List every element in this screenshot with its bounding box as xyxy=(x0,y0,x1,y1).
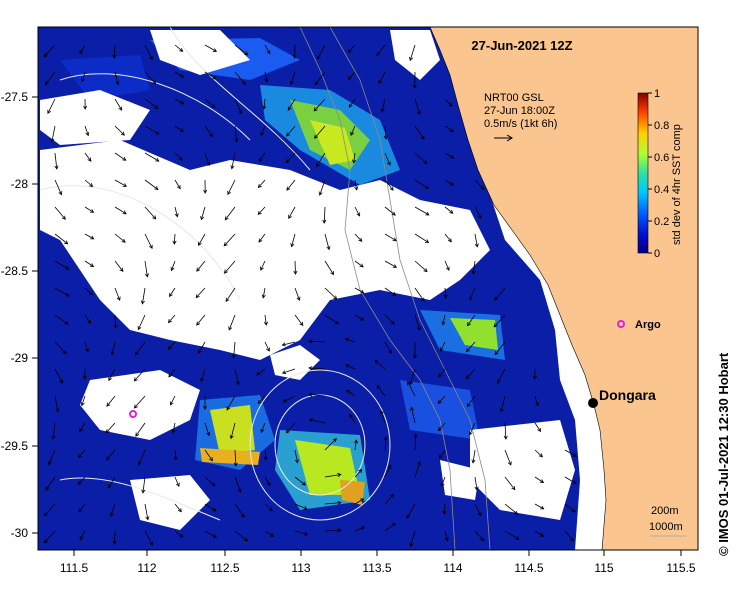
colorbar-tick-label: 0.8 xyxy=(654,120,669,132)
dongara-marker-icon xyxy=(588,398,598,408)
colorbar-tick-label: 0.2 xyxy=(654,216,669,228)
plot-area xyxy=(38,27,698,550)
bathy-1000m-label: 1000m xyxy=(649,521,683,533)
bathy-200m-label: 200m xyxy=(651,505,679,517)
dongara-label: Dongara xyxy=(599,387,656,403)
imos-credit: © IMOS 01-Jul-2021 12:30 Hobart xyxy=(716,352,731,556)
y-tick-label: -29 xyxy=(11,351,29,365)
colorbar-tick-label: 0.4 xyxy=(654,184,669,196)
current-arrow xyxy=(295,261,296,274)
y-axis: -27.5 -28 -28.5 -29 -29.5 -30 xyxy=(1,90,38,540)
x-tick-label: 112 xyxy=(137,561,156,575)
y-tick-label: -27.5 xyxy=(1,90,29,104)
x-tick-label: 112.5 xyxy=(210,561,239,575)
x-tick-label: 114.5 xyxy=(514,561,543,575)
y-tick-label: -28.5 xyxy=(1,264,29,278)
x-tick-label: 115 xyxy=(594,561,613,575)
current-source-label: NRT00 GSL xyxy=(484,92,544,104)
y-tick-label: -29.5 xyxy=(1,439,29,453)
argo-label: Argo xyxy=(635,319,661,331)
x-tick-label: 111.5 xyxy=(60,561,89,575)
current-arrow xyxy=(115,531,116,544)
y-tick-label: -30 xyxy=(11,526,29,540)
x-tick-label: 114 xyxy=(443,561,462,575)
colorbar-tick-label: 1 xyxy=(654,88,660,100)
colorbar-tick-label: 0 xyxy=(654,248,660,260)
current-scale-label: 0.5m/s (1kt 6h) xyxy=(484,118,557,130)
colorbar-label: std dev of 4hr SST comp xyxy=(671,124,683,245)
colorbar-tick-label: 0.6 xyxy=(654,152,669,164)
map-title: 27-Jun-2021 12Z xyxy=(471,38,572,53)
colorbar-gradient xyxy=(638,93,648,253)
x-tick-label: 113 xyxy=(291,561,310,575)
x-axis: 111.5 112 112.5 113 113.5 114 114.5 115 … xyxy=(60,550,696,575)
y-tick-label: -28 xyxy=(11,177,29,191)
current-time-label: 27-Jun 18:00Z xyxy=(484,105,555,117)
x-tick-label: 115.5 xyxy=(666,561,695,575)
x-tick-label: 113.5 xyxy=(362,561,391,575)
